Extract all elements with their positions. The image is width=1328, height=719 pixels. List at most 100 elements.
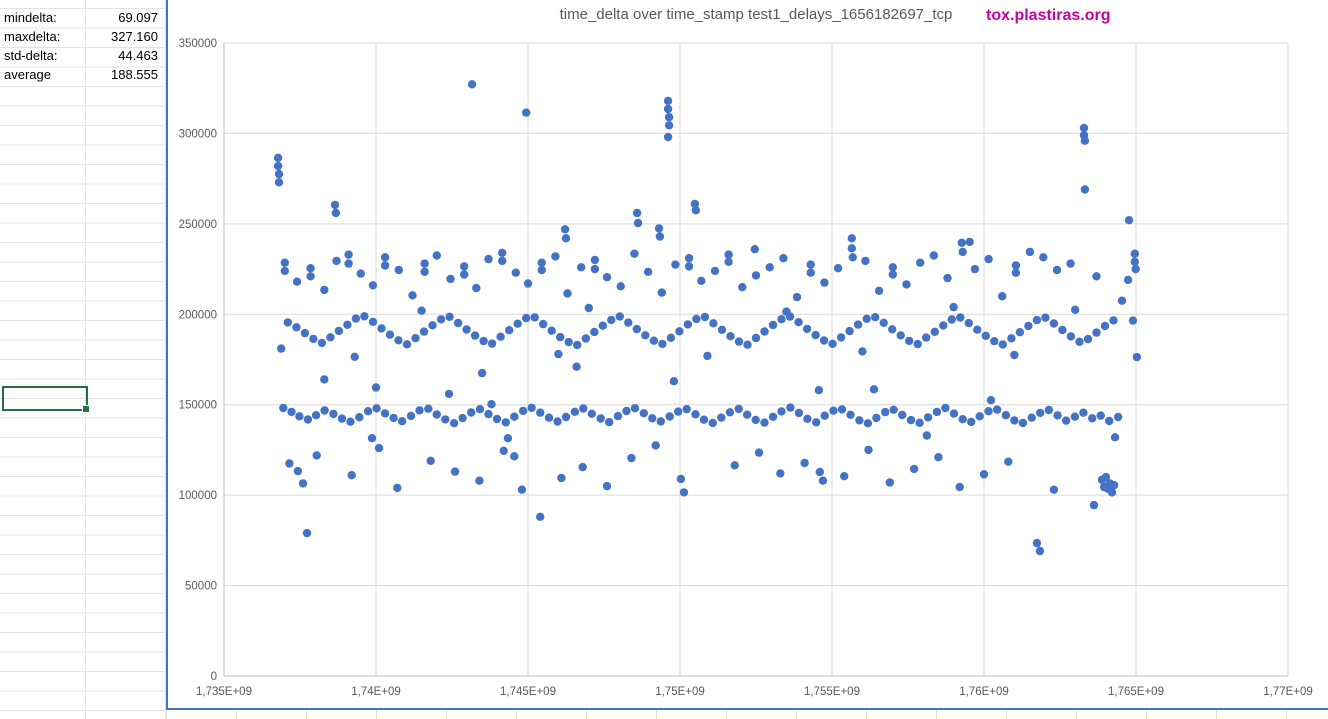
data-point [649, 336, 659, 345]
data-point [848, 253, 857, 262]
data-point [522, 108, 531, 117]
data-point [1049, 319, 1059, 328]
data-point [754, 448, 764, 457]
data-point [863, 419, 873, 428]
data-point [674, 407, 683, 416]
stat-row-mindelta[interactable]: mindelta: 69.097 [0, 8, 166, 27]
data-point [881, 407, 890, 417]
data-point [393, 483, 402, 493]
data-point [607, 315, 616, 325]
data-point [300, 328, 310, 338]
data-point [320, 375, 329, 384]
gridlines [223, 42, 1289, 677]
data-point [368, 281, 378, 290]
y-tick-label: 300000 [179, 128, 217, 140]
data-point [760, 327, 769, 336]
data-point [537, 265, 546, 275]
sheet-row-gridlines [0, 8, 166, 719]
data-point [811, 330, 820, 340]
data-point [1131, 264, 1140, 274]
data-point [641, 331, 650, 340]
data-point [1088, 414, 1097, 423]
data-point [815, 467, 824, 477]
data-point [973, 325, 982, 334]
x-tick-label: 1,76E+09 [959, 686, 1009, 698]
data-point [855, 416, 864, 425]
data-point [351, 314, 361, 323]
data-point [922, 431, 931, 440]
data-point [776, 469, 785, 478]
data-point [472, 283, 481, 293]
data-point [1075, 337, 1084, 346]
data-point [871, 313, 880, 322]
data-point [355, 413, 364, 422]
selected-cell[interactable] [2, 386, 90, 413]
data-point [682, 404, 691, 414]
data-point [1070, 412, 1080, 421]
data-point [1110, 433, 1120, 442]
data-point [350, 352, 359, 361]
data-point [563, 289, 572, 298]
data-point [605, 417, 614, 427]
data-point [590, 327, 599, 337]
chart-object[interactable]: time_delta over time_stamp test1_delays_… [166, 0, 1328, 710]
data-point [360, 312, 369, 321]
data-point [1113, 412, 1123, 422]
data-point [613, 411, 623, 421]
data-point [990, 337, 999, 346]
data-point [669, 377, 679, 386]
data-point [812, 418, 821, 427]
data-point [879, 318, 888, 327]
data-point [964, 318, 973, 328]
data-point [467, 408, 476, 417]
data-point [1001, 411, 1011, 420]
data-point [703, 351, 712, 361]
data-point [800, 458, 809, 468]
data-point [847, 244, 856, 253]
data-point [984, 254, 993, 264]
data-point [1053, 411, 1062, 420]
data-point [347, 471, 356, 480]
fill-handle[interactable] [82, 405, 90, 413]
data-point [655, 232, 665, 241]
data-point [1039, 253, 1048, 262]
data-point [861, 256, 870, 266]
data-point [1018, 418, 1028, 428]
data-point [309, 334, 318, 344]
data-point [1100, 321, 1110, 331]
stat-row-stddelta[interactable]: std-delta: 44.463 [0, 46, 166, 65]
x-tick-label: 1,74E+09 [351, 686, 401, 698]
data-point [306, 272, 315, 281]
data-point [803, 414, 812, 423]
data-point [743, 410, 752, 419]
stat-row-average[interactable]: average 188.555 [0, 65, 166, 84]
data-point [523, 279, 533, 288]
stat-row-maxdelta[interactable]: maxdelta: 327.160 [0, 27, 166, 46]
data-point [724, 257, 733, 266]
data-point [1004, 457, 1013, 466]
data-point [285, 459, 294, 468]
data-point [367, 434, 377, 443]
data-point [915, 418, 924, 427]
data-point [424, 404, 433, 413]
data-point [684, 254, 694, 263]
data-point [295, 412, 304, 421]
data-point [949, 302, 958, 312]
data-point [751, 333, 761, 343]
data-point [958, 247, 967, 257]
data-point [916, 258, 925, 267]
data-point [444, 389, 454, 399]
data-point [666, 333, 676, 342]
data-point [840, 472, 849, 481]
data-point [630, 404, 640, 413]
data-point [564, 337, 573, 347]
x-tick-label: 1,745E+09 [500, 686, 556, 698]
data-point [760, 418, 769, 427]
data-point [450, 467, 460, 476]
data-point [320, 406, 329, 415]
data-point [371, 383, 381, 392]
data-point [941, 403, 950, 413]
data-point [958, 415, 967, 424]
data-point [1058, 325, 1067, 335]
